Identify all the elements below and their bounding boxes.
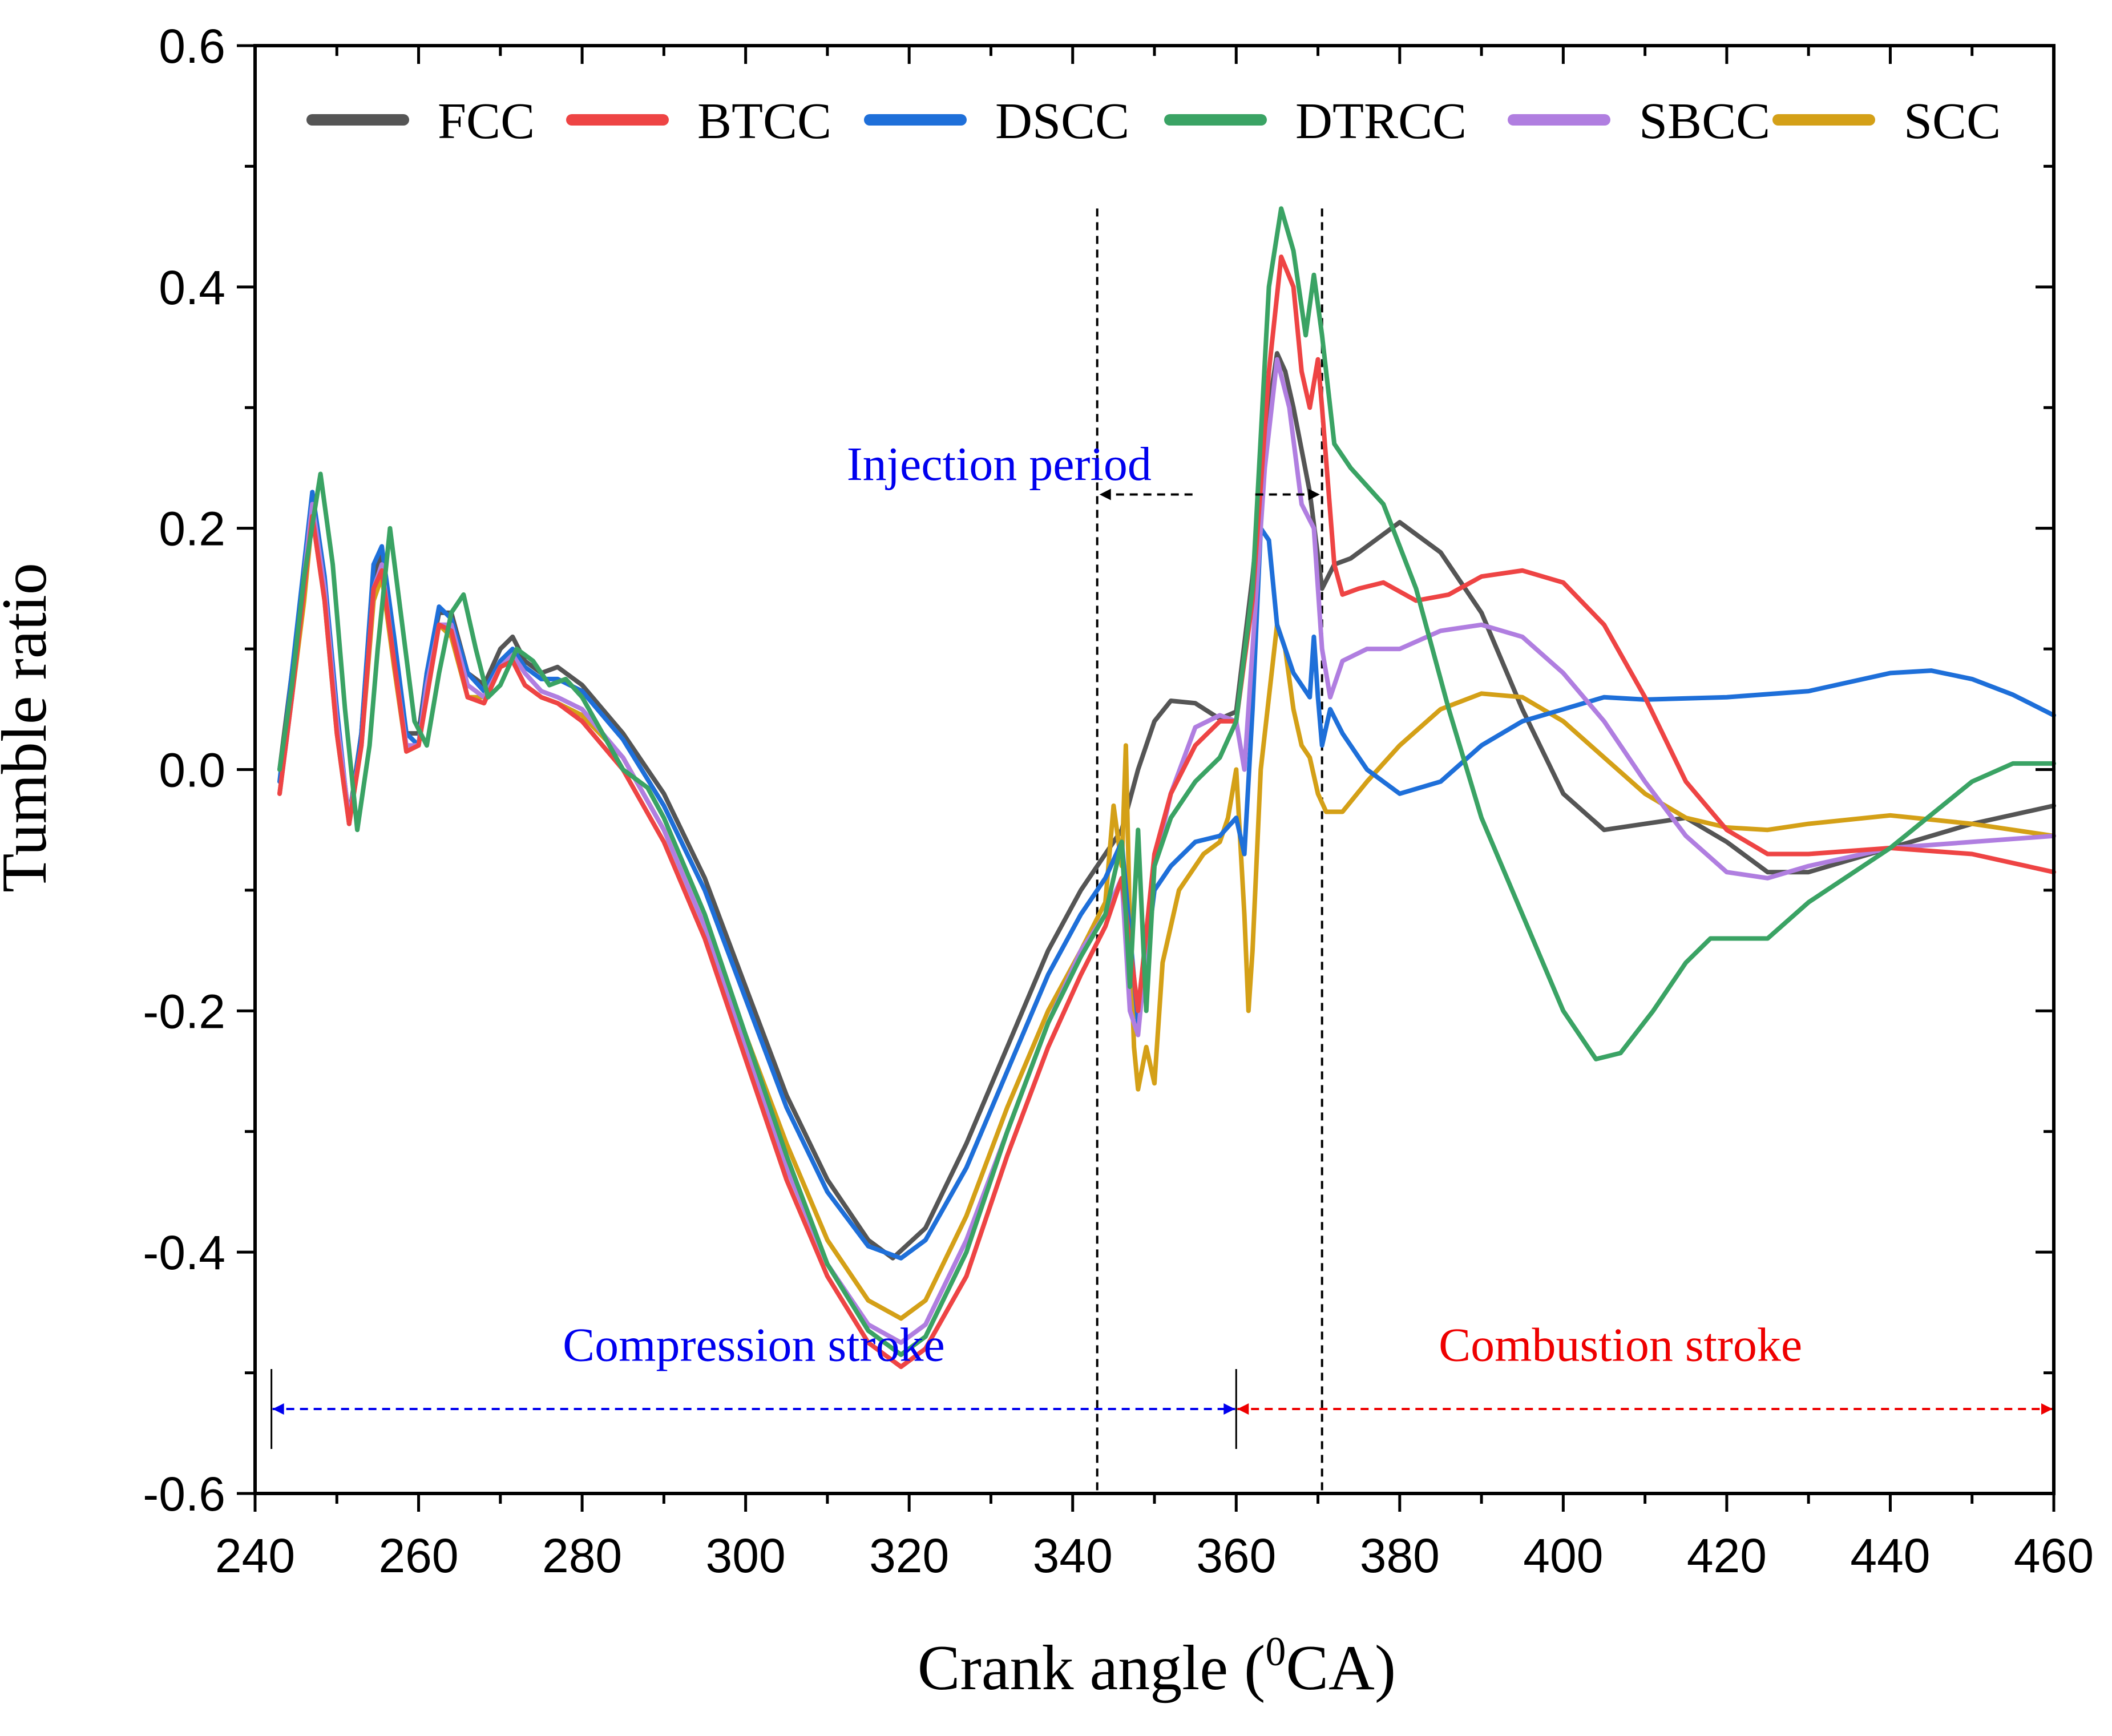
x-tick-label: 280 bbox=[542, 1529, 622, 1582]
combustion-stroke-label: Combustion stroke bbox=[1439, 1318, 1802, 1371]
series-lines bbox=[277, 206, 2056, 1369]
series-line-btcc bbox=[277, 255, 2056, 1369]
legend: FCC BTCC DSCC DTRCC SBCC SCC bbox=[306, 93, 2001, 150]
annotations: Injection period Compression stroke Combus… bbox=[270, 438, 2053, 1450]
x-tick-label: 240 bbox=[215, 1529, 295, 1582]
x-tick-label: 260 bbox=[378, 1529, 458, 1582]
y-tick-label: -0.2 bbox=[143, 984, 225, 1038]
x-tick-label: 420 bbox=[1687, 1529, 1767, 1582]
x-axis-title-superscript: 0 bbox=[1265, 1629, 1286, 1674]
legend-label-sbcc: SBCC bbox=[1639, 93, 1770, 150]
x-tick-label: 400 bbox=[1523, 1529, 1603, 1582]
x-tick-label: 360 bbox=[1196, 1529, 1276, 1582]
y-tick-label: -0.6 bbox=[143, 1467, 225, 1521]
legend-label-scc: SCC bbox=[1904, 93, 2001, 150]
x-tick-label: 380 bbox=[1360, 1529, 1440, 1582]
reference-lines bbox=[1096, 208, 1323, 1493]
x-axis-title-main: Crank angle ( bbox=[918, 1633, 1266, 1703]
injection-period-label: Injection period bbox=[847, 438, 1152, 491]
x-tick-label: 340 bbox=[1033, 1529, 1113, 1582]
y-tick-label: 0.0 bbox=[159, 744, 225, 797]
legend-label-fcc: FCC bbox=[438, 93, 535, 150]
series-line-dtrcc bbox=[277, 206, 2056, 1357]
x-axis-title-suffix: CA) bbox=[1286, 1633, 1396, 1703]
axis-ticks: 240 260 280 300 320 340 360 380 400 420 440 460 -0.6… bbox=[143, 19, 2094, 1582]
legend-label-btcc: BTCC bbox=[697, 93, 831, 150]
compression-stroke-label: Compression stroke bbox=[563, 1318, 945, 1371]
x-tick-label: 300 bbox=[706, 1529, 786, 1582]
y-axis-title: Tumble ratio bbox=[0, 563, 60, 893]
y-tick-label: 0.2 bbox=[159, 502, 225, 556]
series-line-fcc bbox=[277, 351, 2056, 1261]
y-tick-label: 0.6 bbox=[159, 19, 225, 73]
legend-label-dscc: DSCC bbox=[995, 93, 1129, 150]
x-tick-label: 440 bbox=[1850, 1529, 1930, 1582]
x-axis-title: Crank angle (0CA) bbox=[918, 1629, 1396, 1703]
y-tick-label: 0.4 bbox=[159, 261, 225, 314]
x-tick-label: 320 bbox=[869, 1529, 949, 1582]
x-tick-label: 460 bbox=[2014, 1529, 2094, 1582]
y-tick-label: -0.4 bbox=[143, 1226, 225, 1279]
legend-label-dtrcc: DTRCC bbox=[1295, 93, 1467, 150]
